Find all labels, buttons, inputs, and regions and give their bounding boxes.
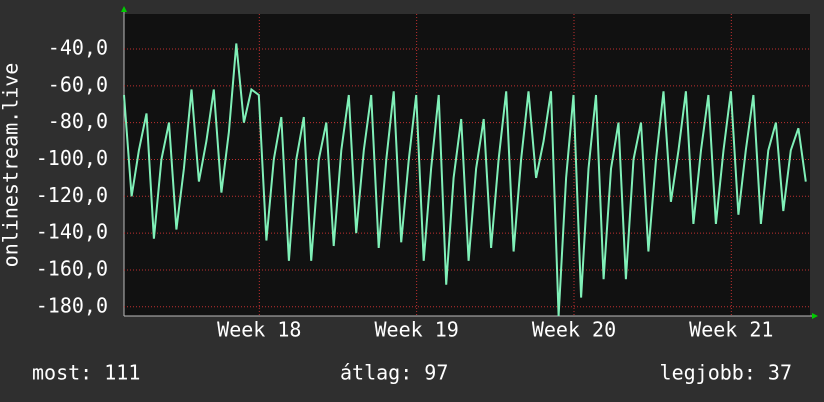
- footer-current: most: 111: [32, 361, 140, 385]
- y-axis-arrow: [121, 6, 127, 12]
- x-tick-label: Week 21: [689, 318, 773, 342]
- x-axis-arrow: [812, 313, 818, 319]
- y-tick-label: -120,0: [36, 183, 108, 207]
- data-line: [123, 43, 807, 317]
- y-tick-label: -40,0: [48, 35, 108, 59]
- x-tick-label: Week 20: [532, 318, 616, 342]
- y-tick-label: -160,0: [36, 256, 108, 280]
- footer-average: átlag: 97: [340, 361, 448, 385]
- y-tick-label: -180,0: [36, 293, 108, 317]
- y-tick-label: -60,0: [48, 72, 108, 96]
- x-tick-label: Week 18: [217, 318, 301, 342]
- footer-best: legjobb: 37: [660, 361, 792, 385]
- y-tick-label: -100,0: [36, 146, 108, 170]
- y-tick-label: -80,0: [48, 109, 108, 133]
- x-tick-label: Week 19: [375, 318, 459, 342]
- y-axis-label: onlinestream.live: [0, 63, 23, 268]
- plot-area: [124, 14, 810, 316]
- y-tick-label: -140,0: [36, 220, 108, 244]
